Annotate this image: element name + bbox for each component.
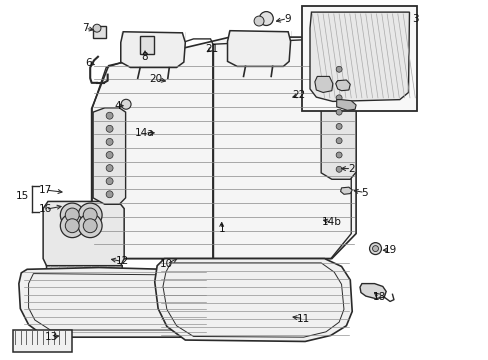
Circle shape (106, 152, 113, 158)
Text: 20: 20 (149, 74, 163, 84)
Text: 4: 4 (114, 101, 121, 111)
Polygon shape (340, 187, 351, 194)
Circle shape (65, 208, 79, 222)
Circle shape (93, 24, 101, 32)
Polygon shape (314, 76, 332, 93)
Polygon shape (43, 202, 124, 266)
Bar (93, 26, 106, 37)
Circle shape (372, 246, 378, 252)
Text: 7: 7 (82, 23, 88, 33)
Bar (301, 6, 416, 111)
Text: 14a: 14a (135, 128, 155, 138)
Circle shape (335, 95, 342, 101)
Text: 3: 3 (411, 14, 418, 23)
Circle shape (60, 203, 84, 227)
Text: 16: 16 (39, 204, 52, 214)
Circle shape (259, 12, 273, 26)
Circle shape (106, 165, 113, 172)
Circle shape (335, 166, 342, 172)
Circle shape (335, 152, 342, 158)
Circle shape (254, 16, 264, 26)
Circle shape (335, 109, 342, 115)
Circle shape (335, 66, 342, 72)
Circle shape (106, 125, 113, 132)
Polygon shape (121, 32, 185, 67)
Text: 22: 22 (292, 90, 305, 100)
Circle shape (106, 191, 113, 198)
Circle shape (78, 203, 102, 227)
Bar (140, 36, 154, 54)
Text: 6: 6 (85, 58, 91, 68)
Text: 11: 11 (297, 314, 310, 324)
Circle shape (335, 138, 342, 144)
Polygon shape (336, 100, 355, 111)
Text: 12: 12 (115, 256, 128, 266)
Text: 8: 8 (142, 52, 148, 62)
Circle shape (60, 214, 84, 238)
Text: 10: 10 (160, 259, 173, 269)
Polygon shape (19, 267, 209, 337)
Text: 9: 9 (284, 14, 290, 23)
Polygon shape (46, 266, 122, 300)
Circle shape (106, 139, 113, 145)
Text: 13: 13 (45, 332, 58, 342)
Circle shape (106, 112, 113, 119)
Polygon shape (93, 108, 125, 204)
Bar (13, 330, 72, 352)
Text: 19: 19 (383, 245, 396, 255)
Circle shape (106, 178, 113, 185)
Text: 1: 1 (218, 224, 224, 234)
Text: 14b: 14b (321, 217, 341, 227)
Circle shape (83, 219, 97, 233)
Polygon shape (227, 31, 290, 66)
Polygon shape (309, 12, 408, 102)
Polygon shape (335, 80, 349, 91)
Circle shape (121, 99, 131, 109)
Text: 18: 18 (372, 292, 385, 302)
Text: 2: 2 (347, 163, 354, 174)
Polygon shape (154, 258, 351, 342)
Circle shape (65, 219, 79, 233)
Polygon shape (91, 37, 355, 258)
Circle shape (78, 214, 102, 238)
Text: 5: 5 (361, 188, 367, 198)
Text: 21: 21 (204, 44, 218, 54)
Polygon shape (321, 62, 355, 179)
Text: 17: 17 (39, 185, 52, 195)
Circle shape (369, 243, 381, 255)
Circle shape (335, 81, 342, 86)
Polygon shape (359, 284, 386, 298)
Text: 15: 15 (16, 191, 29, 201)
Circle shape (83, 208, 97, 222)
Circle shape (335, 123, 342, 129)
